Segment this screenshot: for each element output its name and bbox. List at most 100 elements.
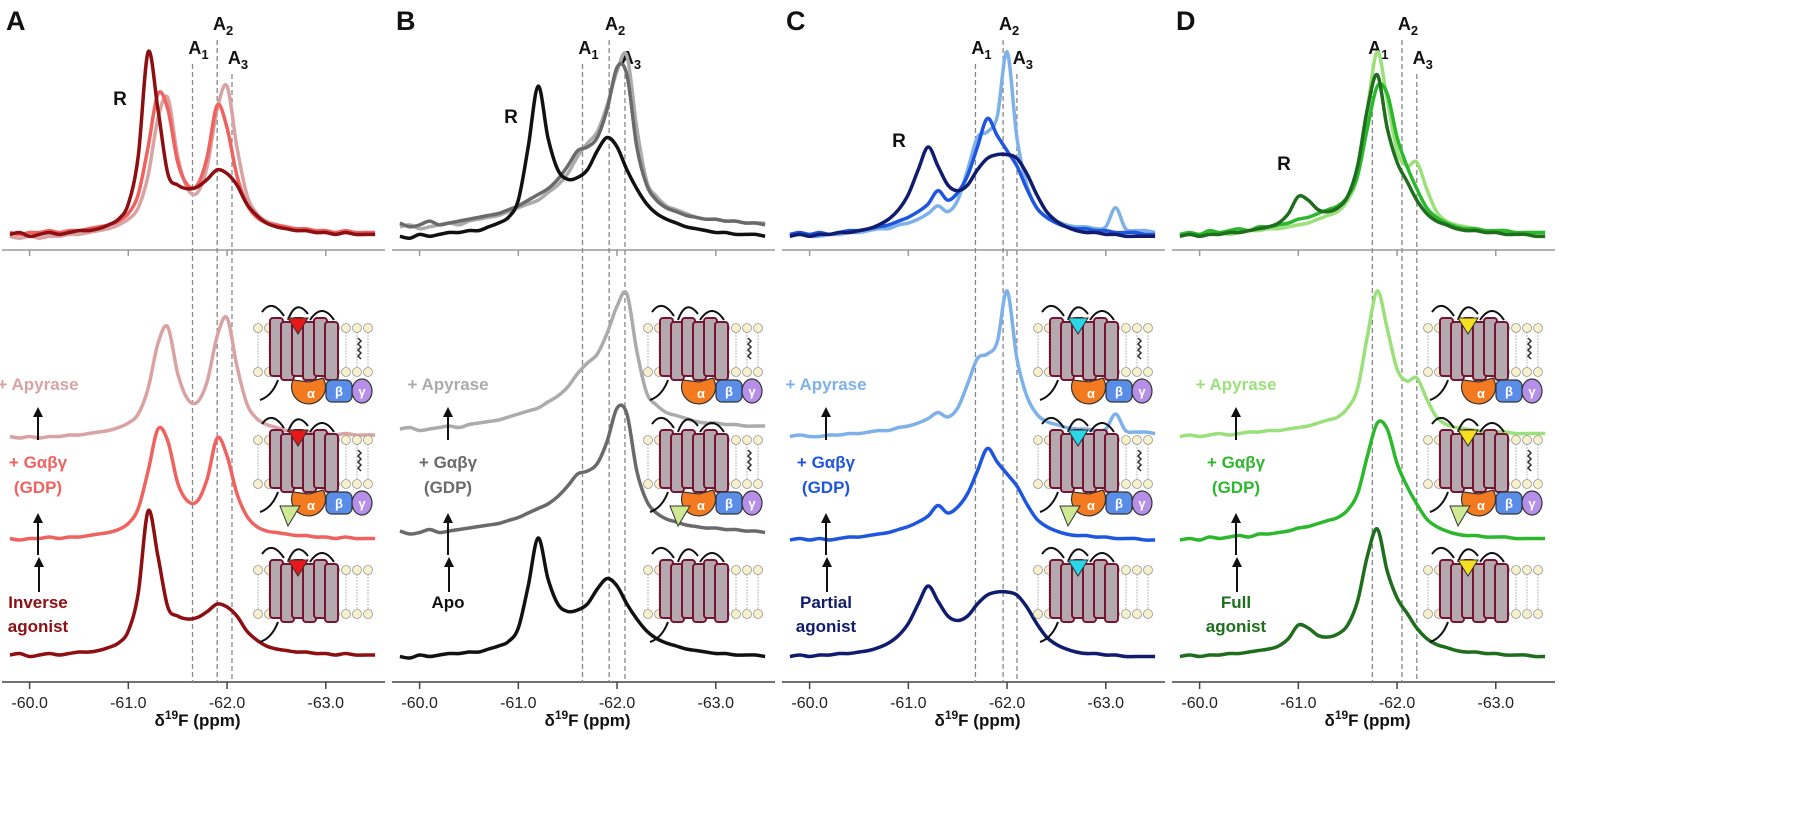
lipid-head bbox=[1033, 367, 1043, 377]
ligand bbox=[287, 429, 309, 447]
g-alpha bbox=[680, 377, 717, 405]
lipid-head bbox=[1533, 479, 1543, 489]
g-gamma bbox=[1521, 378, 1543, 404]
lipid-head bbox=[643, 367, 653, 377]
resonance-label-main: A bbox=[605, 14, 618, 34]
lipid-head bbox=[1033, 609, 1043, 619]
x-axis-title: δ19F (ppm) bbox=[1325, 708, 1411, 730]
panel-letter: D bbox=[1176, 6, 1196, 36]
receptor-cartoon bbox=[253, 547, 373, 643]
x-tick-label: -60.0 bbox=[791, 695, 828, 712]
ligand bbox=[1457, 429, 1479, 447]
peak-label: R bbox=[892, 131, 906, 152]
helix bbox=[1104, 433, 1119, 493]
lipid-head bbox=[1423, 479, 1433, 489]
lipid-head bbox=[363, 609, 373, 619]
x-axis-symbol: δ bbox=[1325, 711, 1335, 730]
lipid-head bbox=[1132, 609, 1142, 619]
peak-label: R bbox=[113, 89, 127, 110]
x-tick-label: -60.0 bbox=[11, 695, 48, 712]
lipid-anchor bbox=[1526, 449, 1533, 472]
lipid-head bbox=[1132, 367, 1142, 377]
loops bbox=[649, 547, 725, 643]
lipid-head bbox=[1423, 565, 1433, 575]
lipid-head bbox=[1511, 565, 1521, 575]
state-label: (GDP) bbox=[802, 478, 850, 497]
g-beta-label: β bbox=[1505, 496, 1513, 511]
peak-label: R bbox=[504, 107, 518, 128]
x-tick-label: -62.0 bbox=[1379, 695, 1416, 712]
lipid-head bbox=[352, 479, 362, 489]
lipid-head bbox=[1423, 609, 1433, 619]
g-gamma-label: γ bbox=[358, 496, 366, 511]
lipid-head bbox=[363, 323, 373, 333]
lipid-head bbox=[341, 609, 351, 619]
loops bbox=[1039, 417, 1115, 513]
spectrum-stacked bbox=[1179, 419, 1546, 542]
lipid-head bbox=[643, 565, 653, 575]
panel-letter: B bbox=[396, 6, 416, 36]
lipid-head bbox=[643, 435, 653, 445]
lipid-anchor bbox=[1526, 337, 1533, 360]
resonance-label-main: A bbox=[578, 38, 591, 58]
loops bbox=[649, 417, 725, 513]
state-label: + Apyrase bbox=[407, 375, 488, 394]
g-alpha-label: α bbox=[697, 386, 705, 401]
x-tick-label: -62.0 bbox=[599, 695, 636, 712]
g-alpha-label: α bbox=[697, 498, 705, 513]
resonance-label: A2 bbox=[999, 14, 1019, 38]
g-beta-label: β bbox=[335, 496, 343, 511]
receptor-cartoon bbox=[1423, 547, 1543, 643]
x-axis-unit: F (ppm) bbox=[1348, 711, 1410, 730]
g-alpha-label: α bbox=[1087, 498, 1095, 513]
g-gamma bbox=[741, 378, 763, 404]
resonance-label-sub: 2 bbox=[618, 23, 625, 38]
x-axis-sup: 19 bbox=[165, 708, 179, 722]
x-tick-label: -60.0 bbox=[1181, 695, 1218, 712]
resonance-label-sub: 3 bbox=[1426, 57, 1433, 72]
resonance-label: A1 bbox=[1368, 38, 1388, 62]
g-gamma bbox=[1521, 490, 1543, 516]
g-gamma-label: γ bbox=[748, 496, 756, 511]
lipid-head bbox=[1143, 435, 1153, 445]
g-gamma bbox=[1131, 490, 1153, 516]
g-alpha bbox=[680, 489, 717, 517]
lipid-head bbox=[363, 479, 373, 489]
lipid-head bbox=[253, 479, 263, 489]
lipid-head bbox=[742, 367, 752, 377]
resonance-label-sub: 3 bbox=[1026, 57, 1033, 72]
ligand bbox=[1457, 559, 1479, 577]
lipid-head bbox=[731, 565, 741, 575]
ligand bbox=[1067, 559, 1089, 577]
x-axis-sup: 19 bbox=[945, 708, 959, 722]
helix bbox=[1494, 433, 1509, 493]
ligand bbox=[1067, 317, 1089, 335]
lipid-head bbox=[1522, 435, 1532, 445]
lipid-head bbox=[731, 435, 741, 445]
g-gamma-label: γ bbox=[1138, 384, 1146, 399]
lipid-head bbox=[352, 609, 362, 619]
helix bbox=[714, 433, 729, 493]
state-label: Full bbox=[1221, 593, 1251, 612]
state-label: + Gαβγ bbox=[1207, 453, 1266, 472]
resonance-label-sub: 1 bbox=[984, 47, 991, 62]
spectrum-overlay bbox=[1179, 82, 1546, 237]
lipid-head bbox=[753, 367, 763, 377]
spectrum-overlay bbox=[399, 84, 766, 240]
resonance-label: A3 bbox=[1013, 48, 1033, 72]
state-label: agonist bbox=[1206, 617, 1267, 636]
g-beta-label: β bbox=[1505, 384, 1513, 399]
lipid-head bbox=[352, 367, 362, 377]
spectrum-stacked bbox=[789, 584, 1156, 659]
lipid-head bbox=[1533, 565, 1543, 575]
lipid-head bbox=[742, 479, 752, 489]
lipid-head bbox=[1121, 565, 1131, 575]
lipid-head bbox=[253, 323, 263, 333]
state-label: + Gαβγ bbox=[9, 453, 68, 472]
lipid-head bbox=[1511, 367, 1521, 377]
lipid-head bbox=[1522, 367, 1532, 377]
